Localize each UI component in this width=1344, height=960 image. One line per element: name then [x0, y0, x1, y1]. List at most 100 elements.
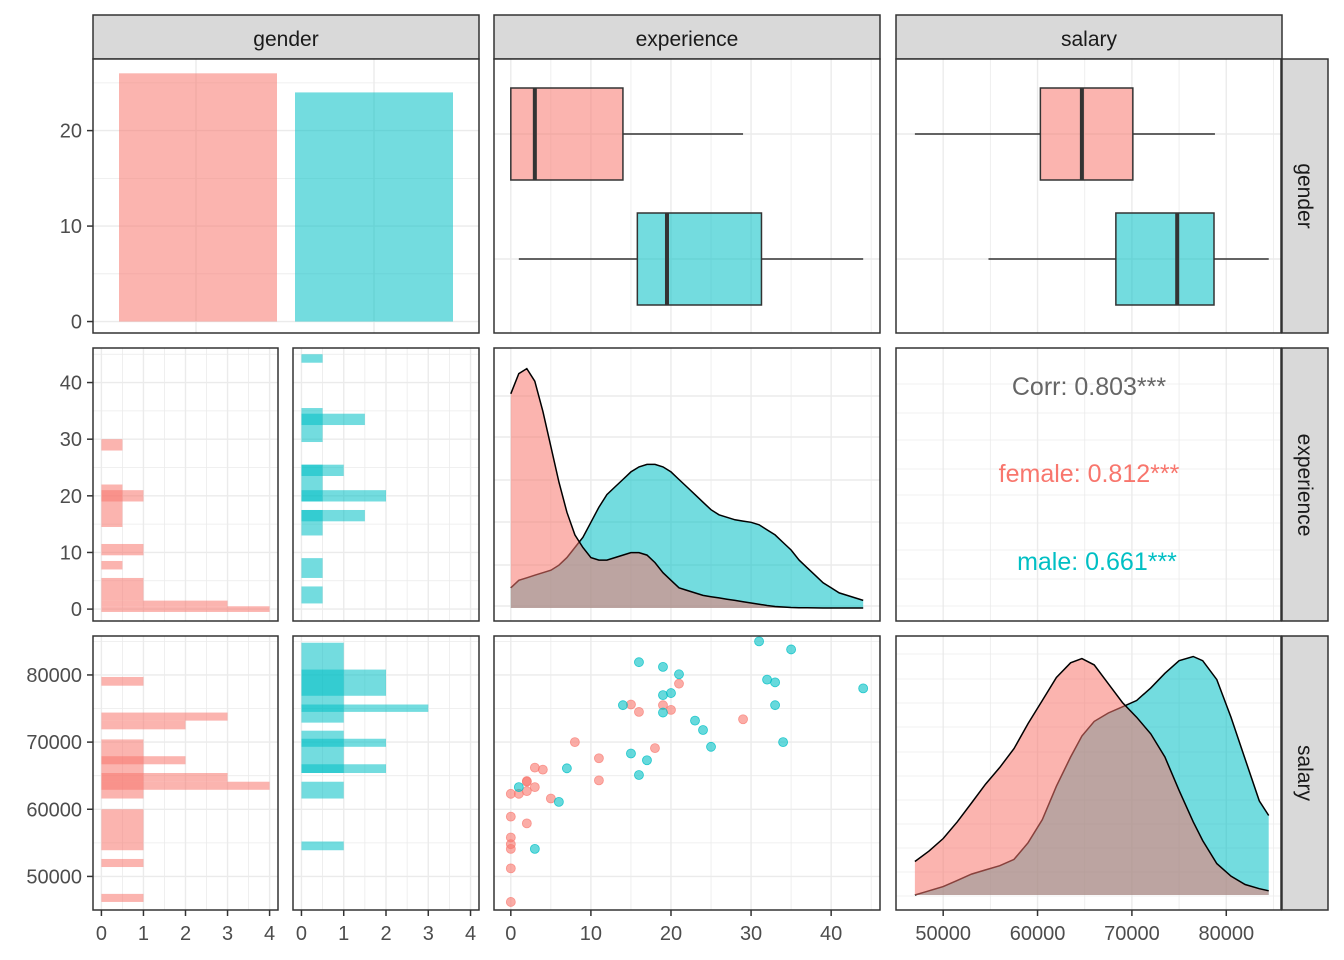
strip-right-gender: gender: [1293, 163, 1316, 228]
panel-border: [493, 58, 881, 334]
strip-top-experience-bg: [493, 14, 881, 60]
hist-salary-male-bar: [301, 764, 386, 773]
panel-border: [895, 347, 1282, 622]
correlation-panel: Corr: 0.803*** female: 0.812*** male: 0.…: [999, 373, 1180, 576]
hist-experience-male-bar: [301, 354, 323, 363]
x-experience-label: 30: [740, 923, 762, 945]
strip-top-experience: experience: [636, 28, 739, 51]
density-salary-female-area: [914, 658, 1269, 895]
right-strips: gender experience salary: [1281, 58, 1329, 911]
corr-male-label: male: 0.661***: [1017, 548, 1177, 576]
panel-border: [292, 347, 480, 622]
strip-top-salary: salary: [1061, 28, 1118, 51]
strip-right-salary: salary: [1293, 745, 1316, 802]
hist-salary-male-bar: [301, 781, 344, 799]
x-salary-label: 60000: [1010, 923, 1066, 945]
hist-salary-female-bar: [101, 781, 270, 790]
x-salary-label: 50000: [915, 923, 971, 945]
scatter-point-female: [505, 863, 516, 874]
hist-salary-female-bar: [101, 720, 186, 730]
scatter-point-male: [634, 657, 644, 668]
scatter-point-female: [738, 714, 748, 725]
scatter-point-male: [858, 683, 869, 694]
x-hist-female-label: 1: [138, 923, 149, 945]
scatter-point-male: [778, 737, 788, 748]
hist-experience-female-bar: [101, 543, 144, 556]
scatter-point-male: [634, 770, 644, 780]
scatter-point-male: [626, 748, 636, 759]
y-experience-label: 30: [60, 429, 82, 451]
scatter-point-female: [529, 782, 540, 793]
strip-right-experience: experience: [1293, 434, 1316, 537]
scatter-point-female: [537, 764, 548, 775]
scatter-point-female: [521, 776, 532, 787]
scatter-point-female: [569, 737, 580, 748]
strip-top-salary-bg: [895, 14, 1283, 60]
scatter-point-male: [754, 636, 764, 647]
x-hist-female-label: 3: [222, 923, 233, 945]
x-salary-label: 80000: [1198, 923, 1254, 945]
box-experience-female-box: [510, 87, 624, 181]
y-experience-label: 10: [60, 542, 82, 564]
scatter-point-female: [626, 699, 636, 710]
corr-female-label: female: 0.812***: [999, 460, 1180, 488]
hist-salary-male-bar: [301, 738, 386, 747]
hist-experience-male-bar: [301, 413, 365, 426]
scatter-point-male: [529, 843, 540, 854]
scatter-point-male: [658, 690, 668, 700]
box-experience-male-box: [636, 212, 763, 306]
y-salary-label: 60000: [26, 799, 82, 821]
scatter-point-female: [650, 743, 660, 754]
y-salary-label: 80000: [26, 665, 82, 687]
hist-salary-male-bar: [301, 669, 386, 696]
panel-border: [493, 635, 881, 911]
scatter-point-male: [786, 644, 797, 655]
scatter-point-male: [658, 661, 668, 672]
scatter-point-male: [690, 715, 700, 726]
panel-border: [92, 347, 279, 622]
bar-female: [119, 73, 277, 322]
scatter-point-male: [770, 677, 780, 688]
x-experience-label: 0: [505, 923, 516, 945]
y-count-label: 20: [60, 121, 82, 143]
scatter-point-female: [634, 706, 644, 717]
hist-experience-female-bar: [101, 560, 123, 570]
hist-experience-female-bar: [101, 577, 144, 601]
hist-experience-female-bar: [101, 600, 228, 607]
hist-salary-female-bar: [101, 809, 144, 851]
strip-right-salary-bg: [1281, 635, 1329, 911]
panel-border: [493, 347, 881, 622]
density-experience-female-area: [510, 368, 864, 608]
hist-salary-female-bar: [101, 712, 228, 721]
x-hist-male-label: 3: [423, 923, 434, 945]
scatter-point-male: [561, 763, 572, 774]
x-salary-label: 70000: [1104, 923, 1160, 945]
panel-border: [92, 58, 480, 334]
x-experience-label: 20: [660, 923, 682, 945]
strip-top-gender: gender: [253, 28, 318, 51]
hist-experience-male-bar: [301, 558, 323, 578]
y-salary-label: 70000: [26, 732, 82, 754]
x-experience-label: 40: [820, 923, 842, 945]
strip-right-experience-bg: [1281, 347, 1329, 622]
x-experience-label: 10: [580, 923, 602, 945]
box-salary-male-box: [1115, 212, 1215, 306]
hist-salary-female-bar: [101, 893, 144, 902]
hist-experience-female-bar: [101, 439, 123, 451]
scatter-point-male: [642, 755, 652, 766]
panel-border: [895, 635, 1282, 911]
bar-male: [295, 92, 453, 322]
scatter-point-female: [505, 897, 516, 907]
scatter-point-male: [698, 725, 708, 735]
hist-salary-female-bar: [101, 676, 144, 686]
x-hist-male-label: 1: [338, 923, 349, 945]
hist-experience-male-bar: [301, 509, 365, 522]
panel-frames: [92, 58, 1282, 911]
y-count-label: 10: [60, 216, 82, 238]
x-hist-male-label: 4: [465, 923, 476, 945]
scatter-point-male: [674, 669, 684, 680]
scatter-point-male: [666, 688, 676, 698]
scatter-point-male: [658, 707, 668, 718]
y-count-label: 0: [71, 312, 82, 334]
